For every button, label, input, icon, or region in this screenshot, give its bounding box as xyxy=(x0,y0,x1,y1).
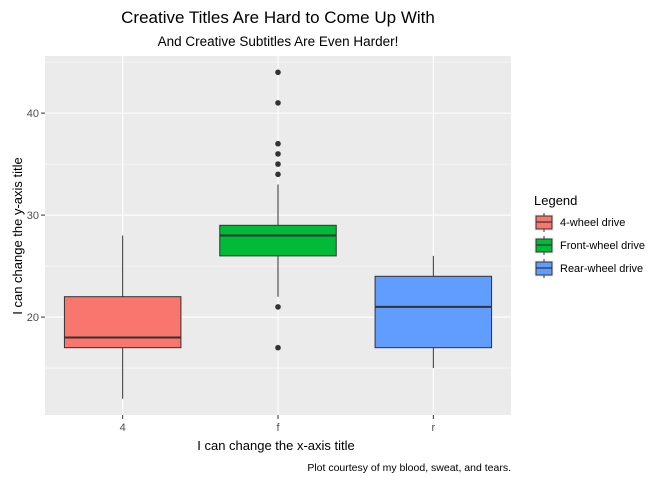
legend-item-f: Front-wheel drive xyxy=(534,236,645,255)
boxplot-f xyxy=(219,69,337,351)
outlier-point xyxy=(275,140,281,147)
y-axis-title: I can change the y-axis title xyxy=(10,157,25,315)
chart-title: Creative Titles Are Hard to Come Up With xyxy=(121,8,435,27)
outlier-point xyxy=(275,161,281,167)
outlier-point xyxy=(275,171,281,178)
legend: Legend 4-wheel drive Front-wheel drive Rea… xyxy=(534,193,645,278)
x-tick-label: 4 xyxy=(120,422,126,434)
outlier-point xyxy=(275,100,281,106)
legend-label: Rear-wheel drive xyxy=(560,263,643,275)
legend-label: 4-wheel drive xyxy=(560,217,625,229)
legend-item-4: 4-wheel drive xyxy=(534,213,625,232)
y-tick-label: 40 xyxy=(27,108,39,120)
box-4 xyxy=(63,296,182,349)
plot-marks xyxy=(63,69,493,399)
y-tick-label: 20 xyxy=(27,312,39,324)
boxplot-r xyxy=(374,255,493,369)
box-f xyxy=(219,224,337,257)
x-tick-label: r xyxy=(431,422,435,434)
y-tick-label: 30 xyxy=(27,210,39,222)
outlier-point xyxy=(275,304,281,310)
chart-caption: Plot courtesy of my blood, sweat, and te… xyxy=(307,462,511,474)
outlier-point xyxy=(275,69,281,76)
outlier-point xyxy=(275,151,281,157)
x-axis-title: I can change the x-axis title xyxy=(197,438,355,453)
axes: 20 30 40 4 f r xyxy=(27,108,436,434)
legend-label: Front-wheel drive xyxy=(560,240,645,252)
chart-subtitle: And Creative Subtitles Are Even Harder! xyxy=(158,34,399,49)
legend-item-r: Rear-wheel drive xyxy=(534,259,643,278)
outlier-point xyxy=(275,344,281,351)
boxplot-4 xyxy=(63,235,182,399)
legend-title: Legend xyxy=(534,193,577,208)
box-r xyxy=(374,275,493,349)
x-tick-label: f xyxy=(276,422,280,434)
